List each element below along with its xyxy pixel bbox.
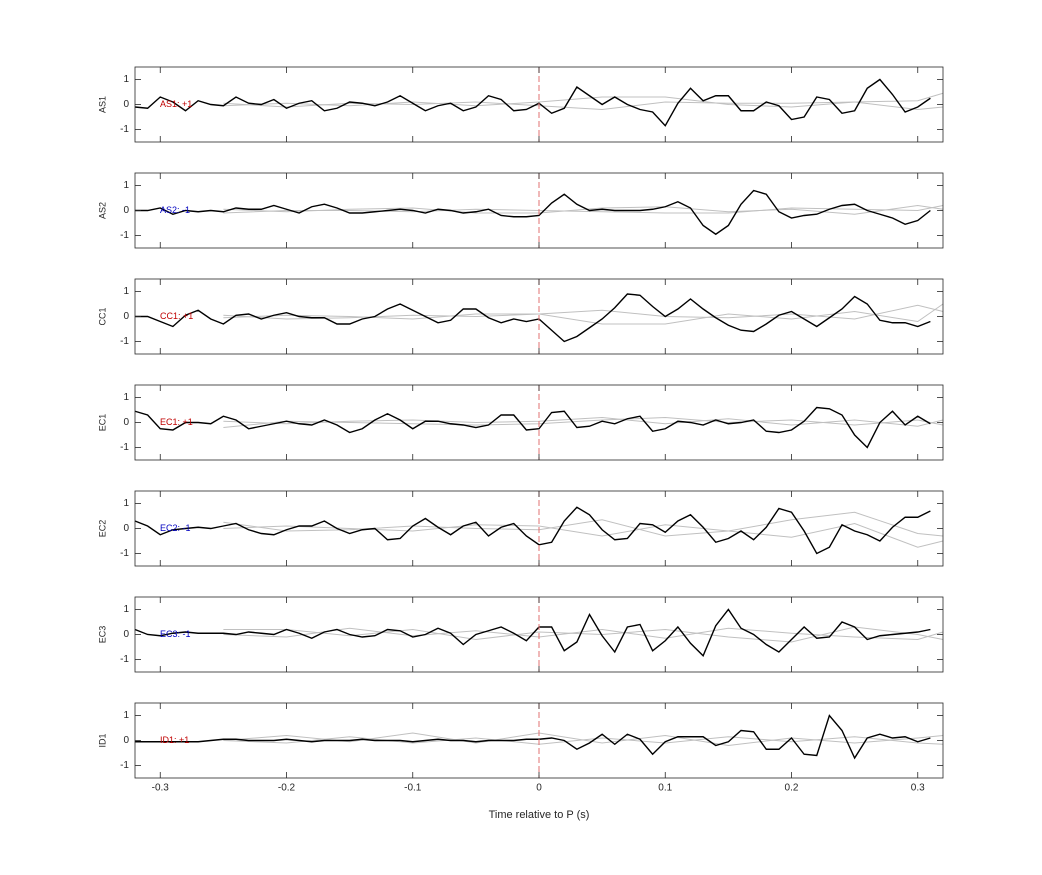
y-axis-label: AS1 (97, 96, 107, 113)
trace (135, 189, 931, 236)
y-axis-label: EC3 (97, 626, 107, 644)
trace (134, 406, 931, 449)
background-trace (223, 205, 944, 214)
y-tick-label: 1 (123, 710, 129, 721)
trace-label: EC3: -1 (160, 629, 191, 639)
y-tick-label: 0 (123, 523, 129, 534)
x-tick-label: -0.1 (404, 783, 422, 794)
y-tick-label: 0 (123, 629, 129, 640)
y-tick-label: 0 (123, 417, 129, 428)
y-tick-label: 1 (123, 74, 129, 85)
background-trace (223, 303, 944, 325)
x-tick-label: 0.2 (785, 783, 799, 794)
y-tick-label: 1 (123, 604, 129, 615)
background-trace (223, 304, 944, 320)
x-tick-label: 0 (536, 783, 542, 794)
background-trace (223, 416, 944, 427)
y-axis-label: EC2 (97, 520, 107, 538)
trace (134, 78, 931, 127)
x-tick-label: 0.3 (911, 783, 925, 794)
trace-label: ID1: +1 (160, 735, 189, 745)
y-tick-label: -1 (120, 760, 129, 771)
x-tick-label: -0.2 (278, 783, 296, 794)
background-trace (223, 204, 944, 215)
y-tick-label: 0 (123, 205, 129, 216)
x-tick-label: 0.1 (658, 783, 672, 794)
background-trace (223, 736, 944, 745)
y-tick-label: 1 (123, 286, 129, 297)
background-trace (223, 732, 944, 747)
y-tick-label: 0 (123, 735, 129, 746)
y-tick-label: -1 (120, 124, 129, 135)
trace-label: EC2: -1 (160, 523, 191, 533)
x-tick-label: -0.3 (152, 783, 170, 794)
y-tick-label: -1 (120, 654, 129, 665)
y-tick-label: 0 (123, 99, 129, 110)
y-tick-label: 1 (123, 498, 129, 509)
y-axis-label: ID1 (97, 733, 107, 747)
background-trace (223, 511, 944, 537)
trace (134, 506, 931, 555)
trace (135, 714, 931, 760)
trace-label: AS2: -1 (160, 205, 190, 215)
trace-label: EC1: +1 (160, 417, 193, 427)
y-tick-label: 0 (123, 311, 129, 322)
y-tick-label: -1 (120, 230, 129, 241)
y-axis-label: CC1 (97, 307, 107, 325)
background-trace (223, 522, 944, 548)
trace-label: CC1: +1 (160, 311, 193, 321)
background-trace (223, 627, 944, 641)
y-tick-label: -1 (120, 336, 129, 347)
x-axis-label: Time relative to P (s) (489, 809, 590, 821)
y-tick-label: 1 (123, 392, 129, 403)
background-trace (223, 416, 944, 428)
y-tick-label: -1 (120, 548, 129, 559)
trace (134, 608, 931, 657)
y-tick-label: 1 (123, 180, 129, 191)
y-tick-label: -1 (120, 442, 129, 453)
background-trace (223, 96, 944, 111)
y-axis-label: AS2 (97, 202, 107, 219)
y-axis-label: EC1 (97, 414, 107, 432)
trace (135, 293, 931, 343)
trace-label: AS1: +1 (160, 99, 192, 109)
